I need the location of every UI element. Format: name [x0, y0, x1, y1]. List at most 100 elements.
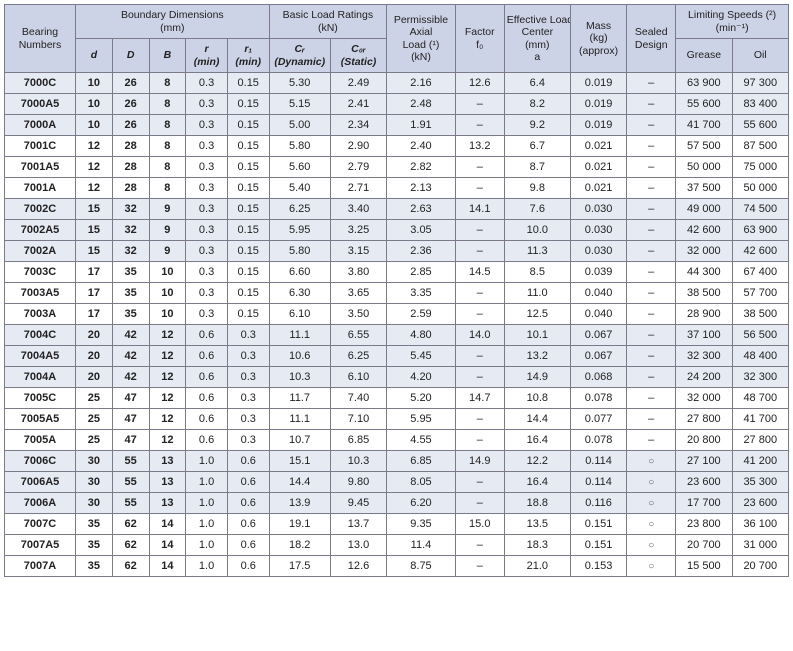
table-cell: 0.15: [227, 94, 269, 115]
table-cell: 1.0: [186, 451, 228, 472]
table-cell: 35: [112, 283, 149, 304]
table-cell: 0.3: [227, 367, 269, 388]
table-cell: 7002A5: [5, 220, 76, 241]
table-cell: 0.6: [186, 388, 228, 409]
table-cell: –: [627, 283, 676, 304]
table-cell: 2.49: [330, 73, 386, 94]
table-row: 7002C153290.30.156.253.402.6314.17.60.03…: [5, 199, 789, 220]
table-row: 7006C3055131.00.615.110.36.8514.912.20.1…: [5, 451, 789, 472]
table-cell: 32 300: [676, 346, 732, 367]
table-cell: 2.48: [387, 94, 456, 115]
table-cell: 0.078: [570, 430, 626, 451]
table-cell: 10.1: [504, 325, 570, 346]
table-cell: 14.1: [455, 199, 504, 220]
subheader-cell: Grease: [676, 39, 732, 73]
table-cell: 2.34: [330, 115, 386, 136]
table-cell: 17 700: [676, 493, 732, 514]
header-cell: BearingNumbers: [5, 5, 76, 73]
table-cell: –: [455, 367, 504, 388]
table-cell: 55: [112, 493, 149, 514]
table-row: 7002A153290.30.155.803.152.36–11.30.030–…: [5, 241, 789, 262]
table-cell: 7004A: [5, 367, 76, 388]
table-cell: 6.85: [387, 451, 456, 472]
table-cell: 87 500: [732, 136, 788, 157]
table-row: 7007A3562141.00.617.512.68.75–21.00.153○…: [5, 556, 789, 577]
table-cell: 0.040: [570, 283, 626, 304]
table-cell: 6.55: [330, 325, 386, 346]
table-cell: 28: [112, 178, 149, 199]
table-cell: 47: [112, 430, 149, 451]
table-cell: 10: [76, 115, 113, 136]
table-cell: 15: [76, 199, 113, 220]
table-row: 7005A52547120.60.311.17.105.95–14.40.077…: [5, 409, 789, 430]
table-cell: 2.41: [330, 94, 386, 115]
table-cell: –: [627, 220, 676, 241]
table-cell: 0.040: [570, 304, 626, 325]
table-cell: 0.3: [186, 157, 228, 178]
table-cell: 9.45: [330, 493, 386, 514]
table-cell: –: [627, 409, 676, 430]
table-cell: 30: [76, 451, 113, 472]
header-cell: Mass(kg)(approx): [570, 5, 626, 73]
table-cell: –: [455, 157, 504, 178]
table-cell: 0.3: [186, 115, 228, 136]
table-cell: 12: [149, 346, 186, 367]
table-cell: 7005A5: [5, 409, 76, 430]
table-cell: 5.60: [269, 157, 330, 178]
table-cell: –: [455, 178, 504, 199]
table-cell: 0.15: [227, 262, 269, 283]
table-cell: –: [455, 535, 504, 556]
subheader-cell: C₀ᵣ(Static): [330, 39, 386, 73]
table-cell: 3.65: [330, 283, 386, 304]
table-cell: 37 500: [676, 178, 732, 199]
table-cell: 19.1: [269, 514, 330, 535]
table-cell: 1.0: [186, 472, 228, 493]
table-cell: 12: [76, 157, 113, 178]
table-cell: 7004A5: [5, 346, 76, 367]
table-cell: 35: [112, 262, 149, 283]
table-cell: 0.151: [570, 535, 626, 556]
table-cell: 0.3: [227, 346, 269, 367]
table-cell: 0.067: [570, 325, 626, 346]
table-cell: 17: [76, 262, 113, 283]
table-cell: –: [455, 304, 504, 325]
table-cell: –: [455, 94, 504, 115]
table-cell: 0.15: [227, 304, 269, 325]
table-cell: 75 000: [732, 157, 788, 178]
table-cell: 63 900: [732, 220, 788, 241]
table-cell: –: [455, 241, 504, 262]
table-cell: ○: [627, 514, 676, 535]
table-cell: 10: [149, 283, 186, 304]
table-cell: 6.20: [387, 493, 456, 514]
table-cell: 0.114: [570, 451, 626, 472]
table-cell: 13.5: [504, 514, 570, 535]
table-cell: –: [455, 493, 504, 514]
table-cell: –: [455, 409, 504, 430]
table-cell: 9.35: [387, 514, 456, 535]
table-cell: 13: [149, 493, 186, 514]
table-cell: 13.7: [330, 514, 386, 535]
table-cell: 7006A: [5, 493, 76, 514]
table-cell: 57 700: [732, 283, 788, 304]
table-cell: 35: [112, 304, 149, 325]
table-cell: 0.030: [570, 220, 626, 241]
table-cell: 6.10: [330, 367, 386, 388]
table-cell: 7006A5: [5, 472, 76, 493]
table-cell: 55 600: [732, 115, 788, 136]
table-cell: 9: [149, 241, 186, 262]
table-cell: 7005C: [5, 388, 76, 409]
table-body: 7000C102680.30.155.302.492.1612.66.40.01…: [5, 73, 789, 577]
table-cell: 55: [112, 451, 149, 472]
table-cell: 0.6: [186, 409, 228, 430]
table-cell: 9: [149, 220, 186, 241]
table-cell: –: [627, 388, 676, 409]
table-cell: 28: [112, 136, 149, 157]
table-cell: 7.10: [330, 409, 386, 430]
table-cell: 5.20: [387, 388, 456, 409]
table-cell: 0.6: [227, 514, 269, 535]
table-cell: –: [455, 430, 504, 451]
table-cell: 8.75: [387, 556, 456, 577]
table-cell: 21.0: [504, 556, 570, 577]
table-cell: 6.4: [504, 73, 570, 94]
table-row: 7006A3055131.00.613.99.456.20–18.80.116○…: [5, 493, 789, 514]
